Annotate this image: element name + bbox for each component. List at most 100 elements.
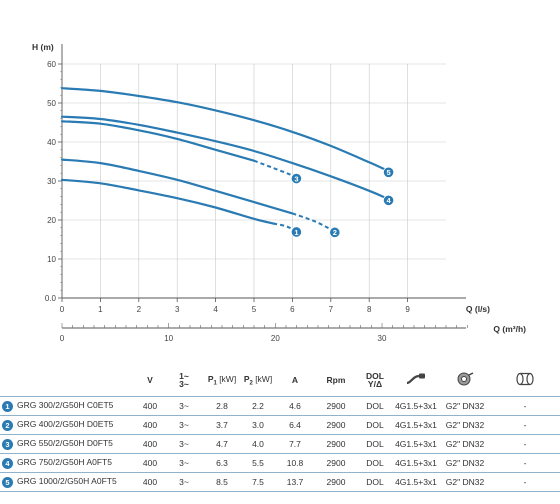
cell-p1: 4.7 <box>204 434 240 454</box>
row-number-badge: 5 <box>2 476 13 488</box>
y-tick-label: 60 <box>47 60 56 69</box>
y-tick-label: 50 <box>47 99 56 108</box>
model-name: GRG 1000/2/G50H A0FT5 <box>17 476 117 487</box>
y-tick-label: 0.0 <box>45 294 57 303</box>
curve-3-solid <box>60 120 256 162</box>
cell-rpm: 2900 <box>314 415 358 435</box>
model-name: GRG 300/2/G50H C0ET5 <box>17 400 114 411</box>
curve-marker-5 <box>382 166 395 178</box>
x-tick-label: 7 <box>329 305 334 314</box>
table-row: 2 GRG 400/2/G50H D0ET5 400 3~ 3.7 3.0 6.4 2900 D… <box>0 415 560 435</box>
header-extra <box>490 364 560 397</box>
cell-outlet: G2" DN32 <box>440 415 490 435</box>
cell-a: 4.6 <box>276 396 314 416</box>
model-name: GRG 550/2/G50H D0FT5 <box>17 438 113 449</box>
cable-icon <box>406 373 425 385</box>
cell-outlet: G2" DN32 <box>440 472 490 492</box>
cell-extra: - <box>490 472 560 492</box>
pump-performance-chart: 0.0 10 20 30 40 50 60 0 1 2 3 4 5 6 7 8 9 0 10 20 30 H (m) Q (… <box>32 42 526 343</box>
chart-curves <box>60 87 386 231</box>
cell-v: 400 <box>136 434 164 454</box>
table-row: 5 GRG 1000/2/G50H A0FT5 400 3~ 8.5 7.5 13.7 290… <box>0 472 560 492</box>
cell-rpm: 2900 <box>314 453 358 473</box>
x-tick-label: 6 <box>290 305 295 314</box>
header-rpm: Rpm <box>314 364 358 397</box>
y-tick-label: 40 <box>47 138 56 147</box>
curve-3-dashed <box>253 159 293 177</box>
table-header-row: V 1~ 3~ P1 [kW] P2 [kW] A Rpm DOL Y/Δ <box>0 364 560 397</box>
curve-2-dashed <box>292 212 332 231</box>
cell-model: 3 GRG 550/2/G50H D0FT5 <box>0 434 136 454</box>
header-starting: DOL Y/Δ <box>358 364 392 397</box>
header-cable <box>392 364 440 397</box>
y-tick-label: 20 <box>47 216 56 225</box>
cell-cable: 4G1.5+3x1 <box>392 434 440 454</box>
cell-cable: 4G1.5+3x1 <box>392 472 440 492</box>
cell-a: 13.7 <box>276 472 314 492</box>
curve-marker-1 <box>290 226 302 238</box>
curve-1-solid <box>60 178 275 225</box>
pump-outlet-icon <box>457 372 474 386</box>
cell-p2: 7.5 <box>240 472 276 492</box>
cell-outlet: G2" DN32 <box>440 453 490 473</box>
curve-marker-2 <box>329 226 341 238</box>
x-tick-label: 2 <box>137 305 142 314</box>
cell-p1: 2.8 <box>204 396 240 416</box>
x-tick-label: 8 <box>367 305 372 314</box>
row-number-badge: 1 <box>2 400 13 412</box>
header-p1: P1 [kW] <box>204 364 240 397</box>
x-tick-label: 1 <box>98 305 103 314</box>
model-name: GRG 400/2/G50H D0ET5 <box>17 419 114 430</box>
cell-phase: 3~ <box>164 396 204 416</box>
header-voltage: V <box>136 364 164 397</box>
table-body: 1 GRG 300/2/G50H C0ET5 400 3~ 2.8 2.2 4.6 2900 D… <box>0 396 560 492</box>
x-tick-label: 4 <box>213 305 218 314</box>
x2-tick-label: 20 <box>271 334 280 343</box>
cell-p2: 3.0 <box>240 415 276 435</box>
cell-model: 1 GRG 300/2/G50H C0ET5 <box>0 396 136 416</box>
header-current: A <box>276 364 314 397</box>
cell-p1: 6.3 <box>204 453 240 473</box>
cell-p1: 8.5 <box>204 472 240 492</box>
header-p2: P2 [kW] <box>240 364 276 397</box>
cell-p2: 2.2 <box>240 396 276 416</box>
curve-label-2: 2 <box>333 228 337 237</box>
y-tick-label: 30 <box>47 177 56 186</box>
cell-p1: 3.7 <box>204 415 240 435</box>
y-tick-label: 10 <box>47 255 56 264</box>
header-outlet <box>440 364 490 397</box>
cell-dol: DOL <box>358 396 392 416</box>
chart-labels: 1 2 3 4 5 <box>290 166 395 238</box>
row-number-badge: 4 <box>2 457 13 469</box>
x2-tick-label: 0 <box>60 334 65 343</box>
cell-dol: DOL <box>358 472 392 492</box>
cell-extra: - <box>490 396 560 416</box>
cell-dol: DOL <box>358 415 392 435</box>
cell-rpm: 2900 <box>314 434 358 454</box>
cell-extra: - <box>490 415 560 435</box>
cell-a: 10.8 <box>276 453 314 473</box>
chart-grid <box>62 63 446 298</box>
cell-phase: 3~ <box>164 434 204 454</box>
cell-rpm: 2900 <box>314 396 358 416</box>
cell-model: 2 GRG 400/2/G50H D0ET5 <box>0 415 136 435</box>
cell-a: 7.7 <box>276 434 314 454</box>
cell-dol: DOL <box>358 453 392 473</box>
cell-cable: 4G1.5+3x1 <box>392 396 440 416</box>
cell-model: 4 GRG 750/2/G50H A0FT5 <box>0 453 136 473</box>
coupling-icon <box>516 372 534 386</box>
curve-marker-4 <box>382 194 395 206</box>
x2-tick-label: 10 <box>164 334 173 343</box>
cell-dol: DOL <box>358 434 392 454</box>
x2-tick-label: 30 <box>378 334 387 343</box>
row-number-badge: 3 <box>2 438 13 450</box>
curve-label-5: 5 <box>386 168 390 177</box>
curve-label-3: 3 <box>294 174 298 183</box>
model-name: GRG 750/2/G50H A0FT5 <box>17 457 112 468</box>
x-axis-title: Q (l/s) <box>466 304 490 314</box>
cell-cable: 4G1.5+3x1 <box>392 453 440 473</box>
cell-model: 5 GRG 1000/2/G50H A0FT5 <box>0 472 136 492</box>
cell-outlet: G2" DN32 <box>440 396 490 416</box>
cell-extra: - <box>490 434 560 454</box>
cell-v: 400 <box>136 472 164 492</box>
